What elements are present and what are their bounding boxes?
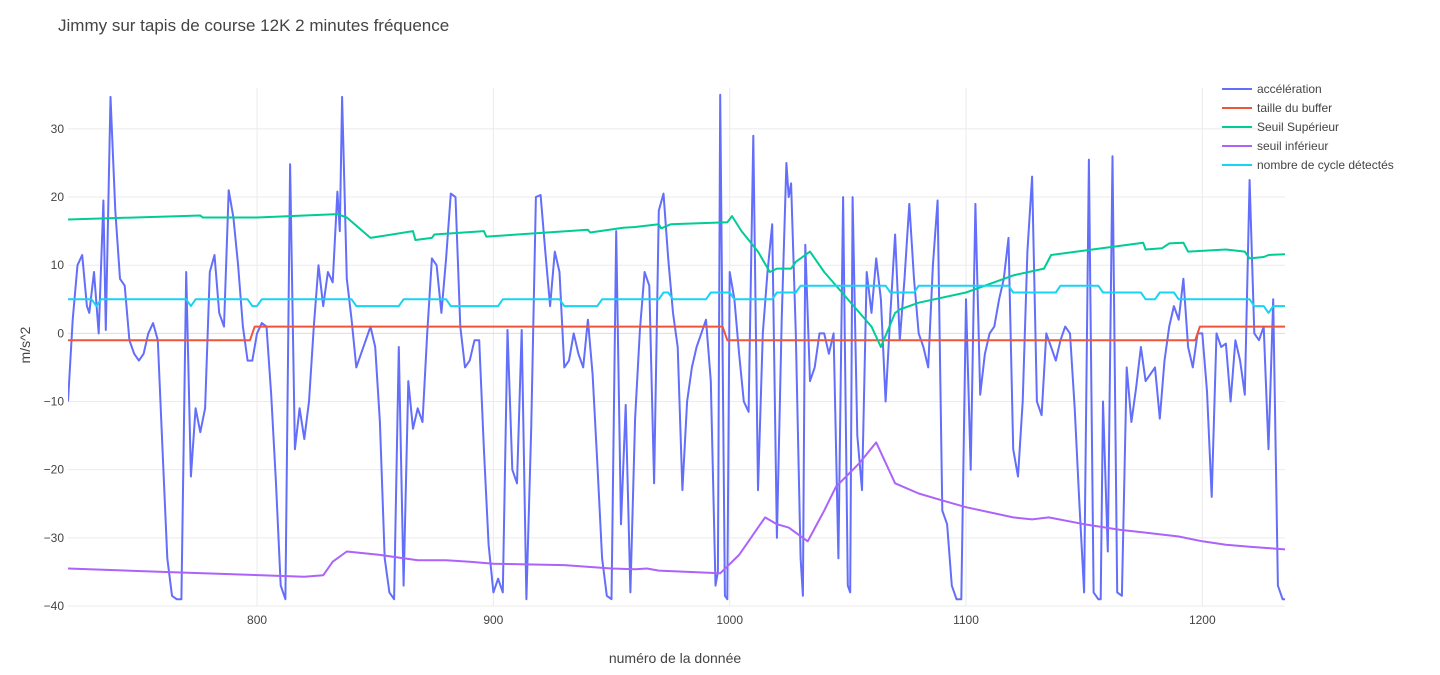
tick-labels: 800 900 1000 1100 1200 −40 −30 −20 −10 0 10 20 30 [44,122,1216,627]
y-tick-label: 0 [57,326,64,340]
x-tick-label: 900 [483,613,503,627]
y-tick-label: −40 [44,599,65,613]
legend-item-2[interactable]: Seuil Supérieur [1222,120,1339,134]
y-tick-label: −10 [44,395,65,409]
x-tick-label: 1200 [1189,613,1216,627]
y-axis-title: m/s^2 [17,326,33,363]
legend-item-0[interactable]: accélération [1222,82,1322,96]
series-line-1 [68,325,1285,342]
series-line-3 [68,441,1285,578]
legend-item-3[interactable]: seuil inférieur [1222,139,1328,153]
y-tick-label: −20 [44,463,65,477]
legend-label: taille du buffer [1257,101,1332,115]
x-tick-label: 800 [247,613,267,627]
legend-label: Seuil Supérieur [1257,120,1339,134]
legend-label: seuil inférieur [1257,139,1328,153]
x-tick-label: 1000 [716,613,743,627]
y-tick-label: 30 [51,122,65,136]
series-lines [68,93,1285,601]
series-line-0 [68,93,1285,601]
x-tick-label: 1100 [953,613,979,627]
legend-label: accélération [1257,82,1322,96]
y-tick-label: 20 [51,190,65,204]
legend-item-4[interactable]: nombre de cycle détectés [1222,158,1394,172]
x-axis-title: numéro de la donnée [609,650,742,666]
legend-item-1[interactable]: taille du buffer [1222,101,1332,115]
y-tick-label: −30 [44,531,65,545]
series-line-4 [68,284,1285,314]
series-line-2 [68,213,1285,348]
y-tick-label: 10 [51,258,65,272]
legend[interactable]: accélération taille du buffer Seuil Supéri… [1222,82,1394,172]
chart-title: Jimmy sur tapis de course 12K 2 minutes … [58,16,450,35]
legend-label: nombre de cycle détectés [1257,158,1394,172]
